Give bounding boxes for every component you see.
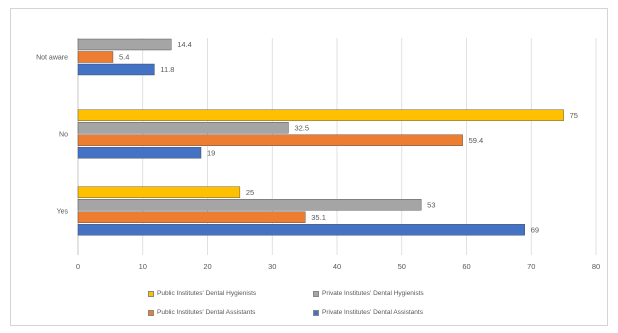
data-label: 32.5 [294, 123, 309, 132]
bar [77, 134, 463, 146]
x-tick-label: 50 [398, 262, 406, 271]
x-tick-label: 20 [203, 262, 211, 271]
data-label: 25 [246, 188, 254, 197]
x-tick-label: 60 [462, 262, 470, 271]
bar [77, 224, 525, 236]
bar [77, 211, 306, 223]
bar [77, 122, 289, 134]
data-label: 35.1 [311, 213, 326, 222]
legend-swatch-private-assistants [313, 309, 319, 316]
data-label: 19 [207, 148, 215, 157]
data-label: 53 [427, 200, 435, 209]
legend-item-public-assistants: Public Institutes' Dental Assistants [148, 309, 313, 316]
legend-item-private-assistants: Private Institutes' Dental Assistants [313, 309, 508, 316]
legend-label-private-assistants: Private Institutes' Dental Assistants [322, 309, 423, 316]
bar [77, 51, 114, 63]
x-tick-label: 80 [592, 262, 600, 271]
legend-swatch-private-hygienists [313, 290, 319, 297]
bar [77, 63, 155, 76]
category-label: Yes [57, 209, 69, 216]
x-tick-label: 70 [527, 262, 535, 271]
x-tick-label: 40 [333, 262, 341, 271]
data-label: 14.4 [177, 40, 192, 49]
bar [77, 186, 241, 198]
data-label: 5.4 [119, 53, 129, 62]
legend-label-public-assistants: Public Institutes' Dental Assistants [157, 309, 256, 316]
legend-label-private-hygienists: Private Institutes' Dental Hygienists [322, 290, 424, 297]
data-label: 75 [570, 111, 578, 120]
bar [77, 147, 202, 159]
bar [77, 199, 422, 211]
category-label: No [59, 132, 68, 139]
x-tick-label: 10 [139, 262, 147, 271]
legend-swatch-public-assistants [148, 309, 154, 316]
category-label: Not aware [36, 55, 68, 62]
legend-item-private-hygienists: Private Institutes' Dental Hygienists [313, 290, 508, 297]
chart-legend: Public Institutes' Dental Hygienists Pri… [148, 290, 508, 316]
legend-item-public-hygienists: Public Institutes' Dental Hygienists [148, 290, 313, 297]
bar [77, 38, 172, 51]
data-label: 69 [531, 225, 539, 234]
legend-label-public-hygienists: Public Institutes' Dental Hygienists [157, 290, 257, 297]
bar [77, 109, 564, 121]
x-tick-label: 0 [76, 262, 80, 271]
x-tick-label: 30 [268, 262, 276, 271]
data-label: 11.8 [160, 65, 174, 74]
data-label: 59.4 [469, 136, 484, 145]
legend-swatch-public-hygienists [148, 290, 154, 297]
